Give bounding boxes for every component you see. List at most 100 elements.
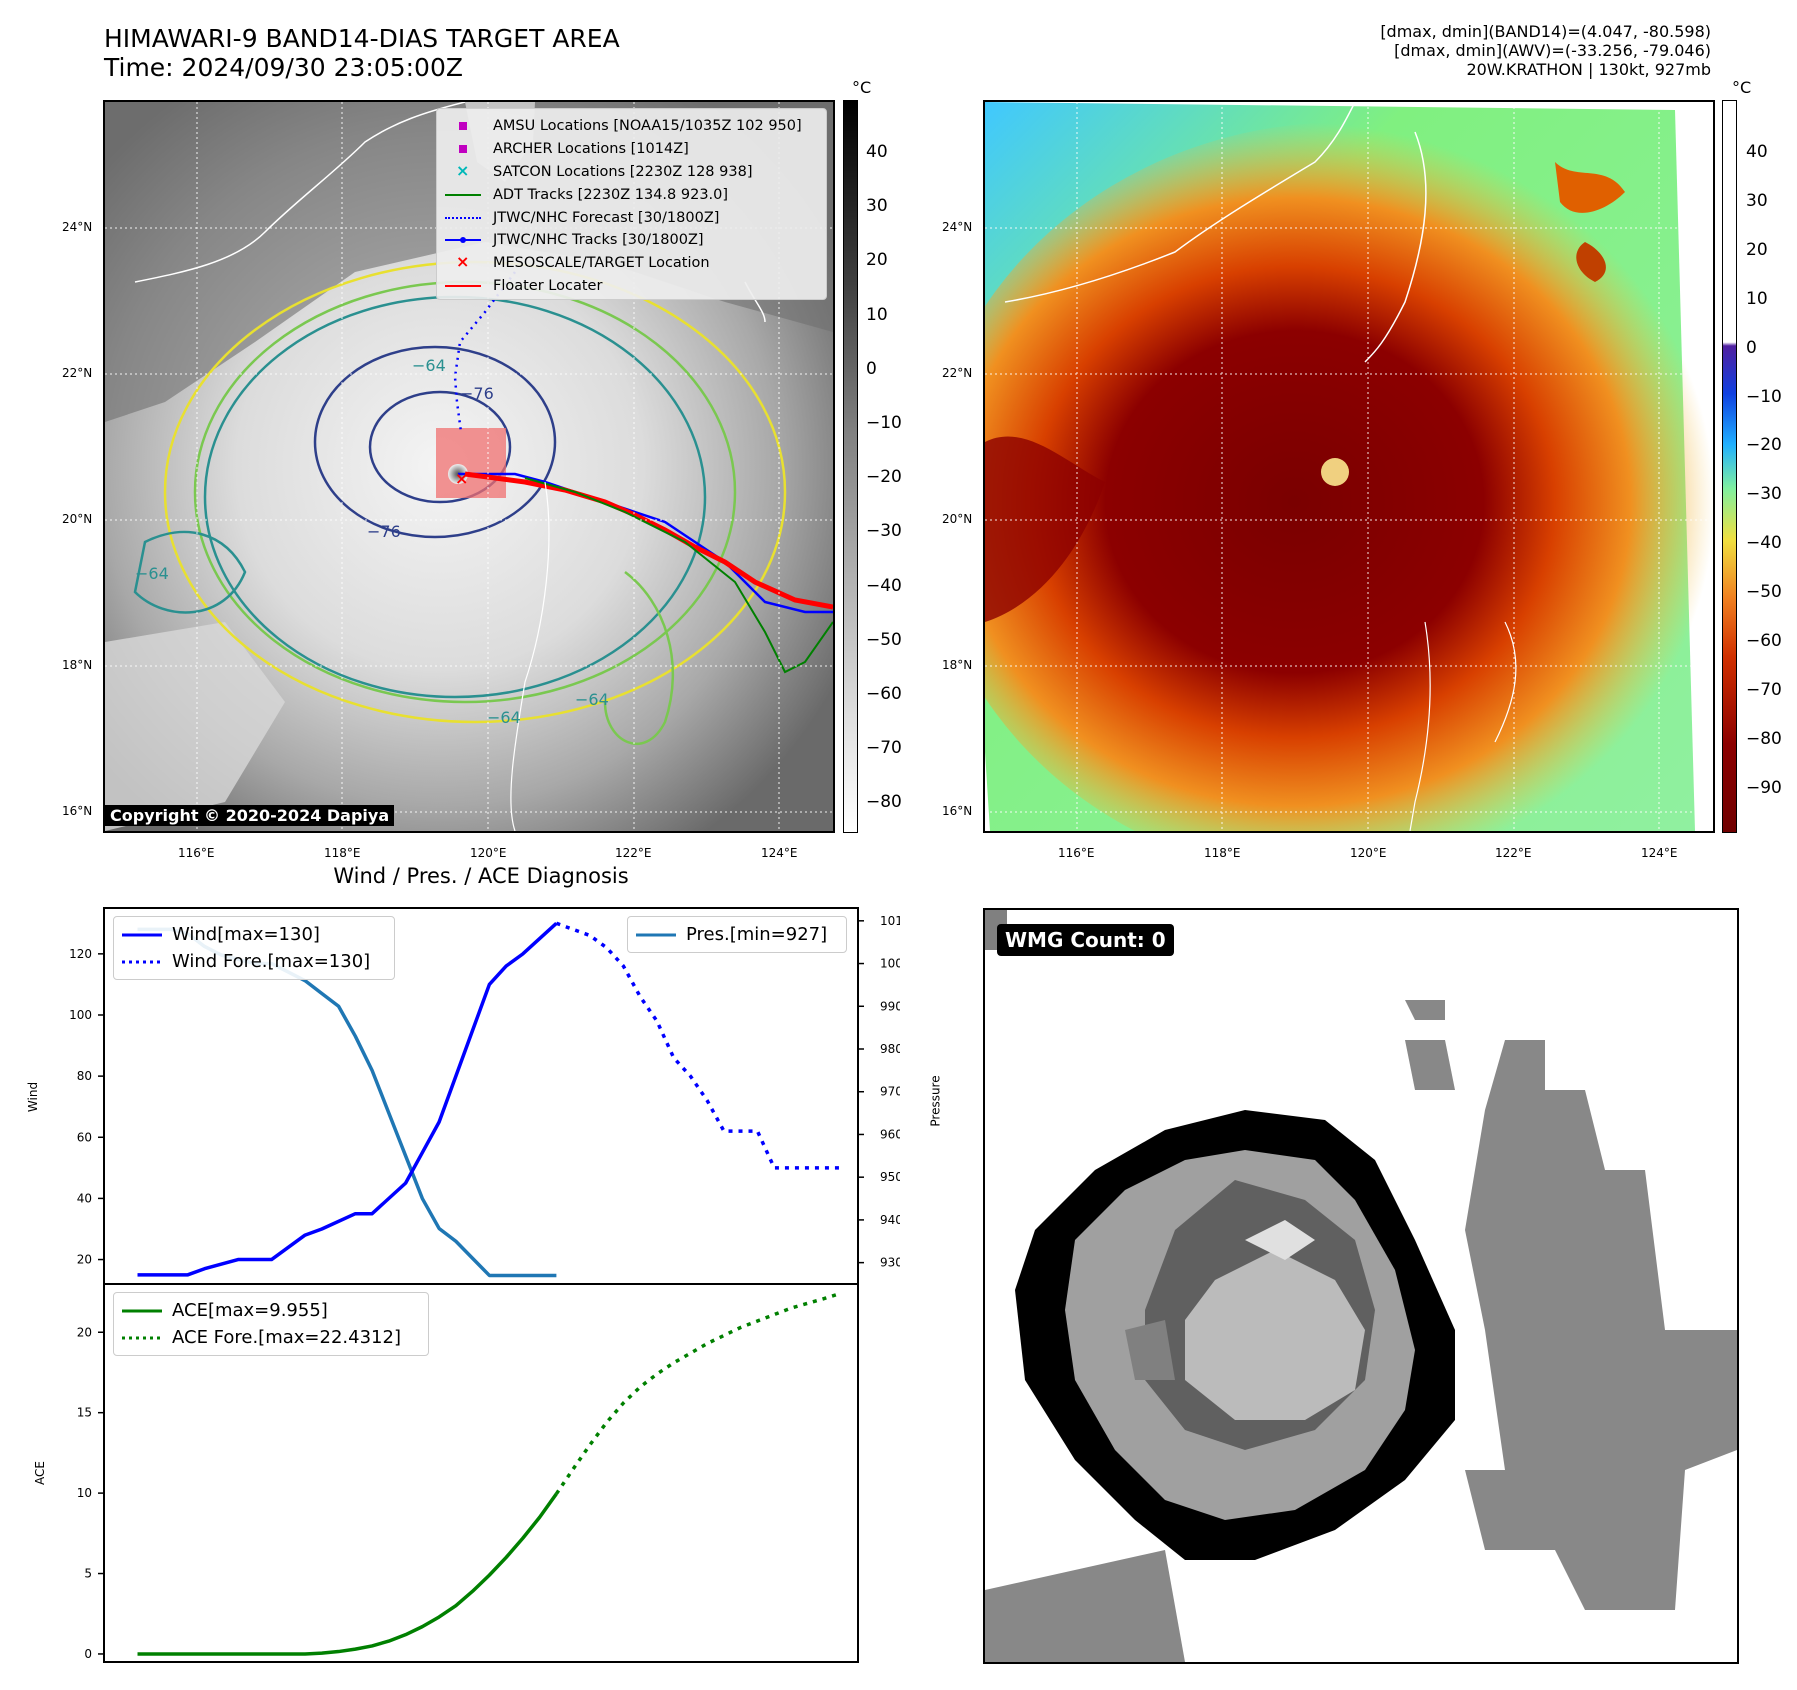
line-marker-icon (445, 279, 481, 293)
solid-line-icon (122, 933, 162, 936)
contour-label: −76 (367, 522, 401, 541)
figure-title: HIMAWARI-9 BAND14-DIAS TARGET AREA Time:… (104, 24, 620, 82)
legend-item-floater: Floater Locater (445, 275, 818, 298)
pressure-tick: 970 (880, 1085, 900, 1099)
solid-line-icon (636, 933, 676, 936)
copyright-label: Copyright © 2020-2024 Dapiya (105, 805, 395, 826)
awv-colorbar-tick: −10 (1746, 386, 1782, 407)
wind-tick: 80 (77, 1069, 92, 1083)
contour-label: −64 (487, 708, 521, 727)
awv-colorbar-tick: −90 (1746, 777, 1782, 798)
lon-tick: 120°E (470, 846, 507, 860)
awv-colorbar-tick: −30 (1746, 484, 1782, 505)
dotted-line-icon (122, 960, 162, 963)
wind-forecast-line (555, 921, 842, 1170)
lon-tick: 122°E (615, 846, 652, 860)
legend-item-ace: ACE[max=9.955] (122, 1297, 420, 1324)
wmg-panel: WMG Count: 0 (983, 908, 1739, 1664)
wmg-count-label: WMG Count: 0 (997, 924, 1174, 956)
wind-tick: 60 (77, 1130, 92, 1144)
storm-info: [dmax, dmin](BAND14)=(4.047, -80.598) [d… (1380, 22, 1711, 79)
lon-tick: 122°E (1495, 846, 1532, 860)
ir-colorbar (843, 100, 858, 833)
lon-tick: 124°E (1641, 846, 1678, 860)
ace-tick: 10 (77, 1486, 92, 1500)
lat-tick: 24°N (62, 220, 93, 234)
ir-colorbar-tick: 30 (866, 196, 888, 217)
contour-label: −64 (135, 564, 169, 583)
ir-map-panel: × −64 −76 −76 −64 −64 −64 AMSU Locations… (103, 100, 835, 833)
dotted-line-icon (445, 211, 481, 225)
lat-tick: 18°N (62, 658, 93, 672)
lat-tick: 22°N (942, 366, 973, 380)
awv-colorbar-tick: 10 (1746, 288, 1768, 309)
pressure-tick: 980 (880, 1042, 900, 1056)
legend-item-amsu: AMSU Locations [NOAA15/1035Z 102 950] (445, 115, 818, 138)
lat-tick: 20°N (942, 512, 973, 526)
legend-item-target: × MESOSCALE/TARGET Location (445, 252, 818, 275)
awv-map-image (985, 102, 1713, 831)
legend-item-archer: ARCHER Locations [1014Z] (445, 138, 818, 161)
x-marker-icon: × (456, 160, 470, 180)
legend-item-ace-forecast: ACE Fore.[max=22.4312] (122, 1324, 420, 1351)
contour-label: −76 (460, 384, 494, 403)
lon-tick: 120°E (1350, 846, 1387, 860)
lat-tick: 24°N (942, 220, 973, 234)
pressure-legend: Pres.[min=927] (627, 916, 847, 953)
x-marker-icon: × (456, 252, 470, 272)
wmg-image (985, 910, 1737, 1662)
lat-tick: 16°N (62, 804, 93, 818)
diagnosis-title: Wind / Pres. / ACE Diagnosis (333, 864, 629, 888)
awv-colorbar-tick: −50 (1746, 582, 1782, 603)
lat-tick: 20°N (62, 512, 93, 526)
contour-label: −64 (412, 356, 446, 375)
solid-line-icon (122, 1309, 162, 1312)
legend-item-wind-forecast: Wind Fore.[max=130] (122, 948, 386, 975)
awv-colorbar-tick: −40 (1746, 533, 1782, 554)
wind-tick: 120 (69, 947, 92, 961)
legend-item-wind: Wind[max=130] (122, 921, 386, 948)
pressure-axis-label: Pressure (928, 1075, 943, 1127)
ace-forecast-line (554, 1291, 842, 1495)
info-line-2: [dmax, dmin](AWV)=(-33.256, -79.046) (1394, 41, 1711, 60)
pressure-tick: 940 (880, 1213, 900, 1227)
awv-colorbar-tick: −70 (1746, 679, 1782, 700)
ace-axis-label: ACE (32, 1461, 47, 1485)
ir-colorbar-tick: −60 (866, 684, 902, 704)
diagnosis-chart: 2040608010012093094095096097098099010001… (69, 907, 900, 1663)
awv-colorbar-tick: 20 (1746, 239, 1768, 260)
ace-tick: 15 (77, 1406, 92, 1420)
pressure-tick: 990 (880, 999, 900, 1013)
ir-colorbar-unit: °C (852, 78, 872, 97)
dotted-line-icon (122, 1336, 162, 1339)
ir-colorbar-tick: 40 (866, 142, 888, 162)
ir-colorbar-tick: −10 (866, 413, 902, 433)
awv-colorbar-unit: °C (1732, 78, 1752, 97)
wind-axis-label: Wind (26, 1081, 41, 1113)
ace-line (137, 1492, 558, 1656)
awv-map-panel (983, 100, 1715, 833)
awv-colorbar-tick: −20 (1746, 435, 1782, 456)
track-legend: AMSU Locations [NOAA15/1035Z 102 950] AR… (436, 108, 827, 300)
lat-tick: 16°N (942, 804, 973, 818)
ace-legend: ACE[max=9.955] ACE Fore.[max=22.4312] (113, 1292, 429, 1356)
contour-label: −64 (575, 690, 609, 709)
lon-tick: 118°E (1204, 846, 1241, 860)
awv-colorbar-tick: 30 (1746, 190, 1768, 211)
awv-colorbar-tick: −80 (1746, 728, 1782, 749)
svg-text:×: × (455, 469, 468, 488)
pressure-tick: 960 (880, 1127, 900, 1141)
lon-tick: 124°E (761, 846, 798, 860)
wind-tick: 40 (77, 1191, 92, 1205)
lon-tick: 116°E (1058, 846, 1095, 860)
ir-colorbar-tick: −50 (866, 629, 902, 650)
lon-tick: 118°E (324, 846, 361, 860)
pressure-tick: 930 (880, 1256, 900, 1270)
ace-tick: 5 (84, 1567, 92, 1581)
awv-colorbar-tick: 0 (1746, 337, 1757, 358)
square-marker-icon (445, 142, 481, 156)
ir-colorbar-tick: 20 (866, 250, 888, 271)
awv-colorbar-tick: 40 (1746, 142, 1768, 162)
legend-item-satcon: × SATCON Locations [2230Z 128 938] (445, 161, 818, 184)
